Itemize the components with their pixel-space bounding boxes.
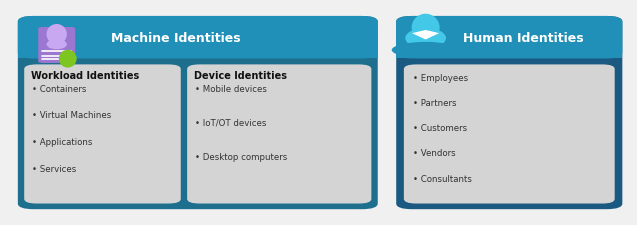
- Bar: [396, 38, 622, 59]
- Text: • Virtual Machines: • Virtual Machines: [32, 111, 111, 120]
- FancyBboxPatch shape: [396, 17, 622, 209]
- FancyBboxPatch shape: [396, 17, 622, 59]
- Text: • Applications: • Applications: [32, 137, 92, 146]
- Text: Machine Identities: Machine Identities: [111, 32, 241, 45]
- Ellipse shape: [412, 15, 440, 43]
- FancyBboxPatch shape: [24, 65, 181, 204]
- Text: Workload Identities: Workload Identities: [31, 71, 139, 81]
- Text: Human Identities: Human Identities: [462, 32, 583, 45]
- Text: • Consultants: • Consultants: [413, 174, 472, 183]
- Ellipse shape: [47, 40, 67, 50]
- Ellipse shape: [405, 29, 446, 49]
- Ellipse shape: [47, 25, 67, 45]
- Text: Device Identities: Device Identities: [194, 71, 287, 81]
- FancyBboxPatch shape: [404, 65, 615, 204]
- Bar: [18, 38, 378, 59]
- Polygon shape: [412, 31, 439, 40]
- Text: • Containers: • Containers: [32, 84, 86, 93]
- FancyBboxPatch shape: [187, 65, 371, 204]
- Text: • Mobile devices: • Mobile devices: [195, 84, 267, 93]
- FancyBboxPatch shape: [18, 17, 378, 209]
- FancyBboxPatch shape: [18, 17, 378, 59]
- Text: • Desktop computers: • Desktop computers: [195, 153, 287, 161]
- Text: • IoT/OT devices: • IoT/OT devices: [195, 118, 266, 127]
- Text: • Employees: • Employees: [413, 74, 469, 83]
- Text: • Partners: • Partners: [413, 99, 457, 108]
- Text: • Vendors: • Vendors: [413, 149, 456, 158]
- FancyBboxPatch shape: [38, 28, 75, 64]
- Text: • Services: • Services: [32, 164, 76, 173]
- Text: • Customers: • Customers: [413, 124, 468, 133]
- Ellipse shape: [392, 43, 459, 59]
- Ellipse shape: [59, 51, 76, 68]
